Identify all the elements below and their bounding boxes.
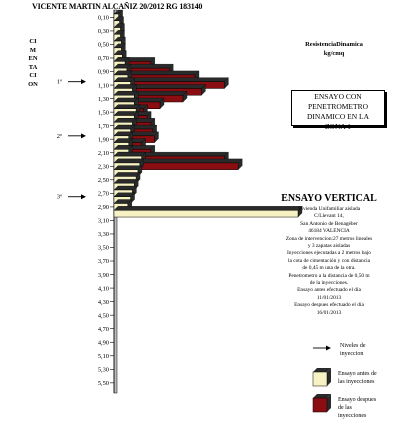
bar-antes-top bbox=[113, 104, 141, 109]
info-line: y 3 zapatas aisladas bbox=[307, 243, 351, 250]
y-tick-label: 3,10 bbox=[98, 218, 109, 225]
info-line: Zona de intervencion:27 metros lineales bbox=[285, 235, 373, 242]
info-line: Vivienda Unifamiliar aislada bbox=[297, 206, 361, 212]
y-tick-label: 1,90 bbox=[98, 136, 109, 143]
legend-arrow-head bbox=[326, 345, 331, 351]
info-line: C/Llevant 14, bbox=[314, 213, 344, 220]
title-line: PENETROMETRO bbox=[308, 102, 368, 111]
bar-antes-top bbox=[113, 111, 139, 116]
legend-despues-label: Ensayo despues de las inyecciones bbox=[338, 397, 377, 419]
y-tick-label: 0,50 bbox=[98, 42, 109, 49]
legend-despues-swatch bbox=[312, 397, 328, 413]
y-tick-label: 0,10 bbox=[98, 15, 109, 22]
y-tick-label: 2,70 bbox=[98, 191, 109, 198]
injection-level-label: 2º bbox=[57, 133, 62, 140]
info-line: 46184 VALENCIA bbox=[308, 228, 350, 235]
info-heading: ENSAYO VERTICAL bbox=[281, 193, 377, 204]
legend-antes-swatch-side bbox=[327, 368, 331, 386]
unit-line-1: ResistenciaDinamica bbox=[305, 41, 363, 48]
y-tick-label: 3,50 bbox=[98, 245, 109, 252]
bar-antes-top bbox=[113, 158, 145, 164]
y-tick-label: 0,30 bbox=[98, 28, 109, 35]
injection-level-label: 1º bbox=[57, 79, 62, 86]
bar-antes-top bbox=[113, 97, 139, 103]
injection-arrow-head bbox=[81, 133, 86, 139]
legend-despues-swatch-side bbox=[327, 394, 331, 412]
y-tick-label: 3,30 bbox=[98, 231, 109, 238]
legend-niveles-label: Niveles de inyeccion bbox=[340, 343, 366, 357]
info-line: Penetrometro a la distancia de 0,50 m bbox=[288, 272, 370, 279]
chart-header: VICENTE MARTIN ALCAÑIZ 20/2012 RG 183140 bbox=[32, 2, 203, 11]
bar-antes-top bbox=[113, 165, 143, 170]
title-line: ZONA 1 bbox=[324, 122, 352, 131]
y-tick-label: 0,90 bbox=[98, 69, 109, 76]
injection-arrow-head bbox=[81, 79, 86, 85]
y-tick-label: 1,30 bbox=[98, 96, 109, 103]
y-tick-label: 2,90 bbox=[98, 204, 109, 211]
y-tick-label: 1,10 bbox=[98, 82, 109, 89]
bar-antes bbox=[113, 210, 299, 218]
info-line: de la inyecciones. bbox=[309, 280, 349, 287]
y-tick-label: 5,50 bbox=[98, 380, 109, 387]
info-line: de 0,45 m una de la otra. bbox=[302, 265, 356, 272]
info-line: Ensayo antes efectuado el día bbox=[297, 287, 361, 294]
y-tick-label: 5,30 bbox=[98, 367, 109, 374]
info-line: 16/01/2013 bbox=[316, 309, 342, 316]
info-line: Ensayo despues efectuado el día bbox=[294, 302, 364, 309]
y-tick-label: 4,70 bbox=[98, 326, 109, 333]
info-line: San Antonio de Benagéber bbox=[300, 220, 358, 227]
injection-level-label: 3º bbox=[57, 194, 62, 201]
title-line: DINAMICO EN LA bbox=[306, 112, 370, 121]
legend-antes-swatch bbox=[312, 371, 328, 387]
y-tick-label: 4,90 bbox=[98, 339, 109, 346]
bar-antes-top bbox=[113, 179, 139, 184]
info-line: la cota de cimentación y con distancia bbox=[287, 257, 371, 264]
unit-line-2: kg/cmq bbox=[323, 50, 345, 57]
test-title-box: ENSAYO CON PENETROMETRO DINAMICO EN LA Z… bbox=[291, 90, 385, 131]
bar-antes-top bbox=[113, 91, 139, 96]
y-tick-label: 0,70 bbox=[98, 55, 109, 62]
y-tick-label: 4,50 bbox=[98, 312, 109, 319]
y-tick-label: 3,90 bbox=[98, 272, 109, 279]
title-line: ENSAYO CON bbox=[314, 92, 362, 101]
cimentacion-label: CIMENTACION bbox=[28, 38, 38, 88]
info-block: ENSAYO VERTICAL Vivienda Unifamiliar ais… bbox=[262, 193, 396, 317]
y-tick-label: 4,10 bbox=[98, 285, 109, 292]
bar-antes-top bbox=[113, 151, 146, 157]
y-tick-label: 5,10 bbox=[98, 353, 109, 360]
info-line: Inyecciones ejecutadas a 2 metros bajo bbox=[287, 250, 371, 257]
legend-antes-swatch-top bbox=[313, 368, 331, 372]
y-tick-label: 1,50 bbox=[98, 109, 109, 116]
unit-label: ResistenciaDinamica kg/cmq bbox=[284, 40, 384, 58]
y-tick-label: 2,30 bbox=[98, 163, 109, 170]
y-tick-label: 3,70 bbox=[98, 258, 109, 265]
y-tick-label: 4,30 bbox=[98, 299, 109, 306]
bar-antes-top bbox=[113, 172, 141, 177]
info-line: 11/01/2013 bbox=[316, 294, 342, 301]
injection-arrow-head bbox=[81, 194, 86, 200]
y-tick-label: 2,50 bbox=[98, 177, 109, 184]
legend-despues-swatch-top bbox=[313, 394, 331, 398]
legend-antes-label: Ensayo antes de las inyecciones bbox=[338, 371, 377, 385]
y-tick-label: 2,10 bbox=[98, 150, 109, 157]
y-tick-label: 1,70 bbox=[98, 123, 109, 130]
